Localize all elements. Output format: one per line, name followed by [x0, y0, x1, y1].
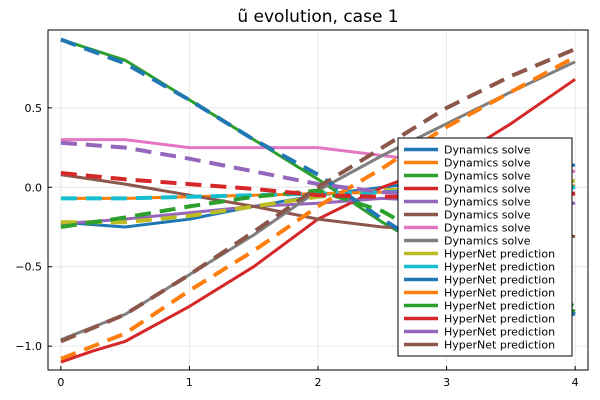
legend-label: HyperNet prediction [444, 339, 555, 352]
y-tick-label: 0.0 [25, 181, 43, 194]
y-tick-label: −0.5 [15, 261, 42, 274]
legend-label: HyperNet prediction [444, 261, 555, 274]
x-tick-label: 0 [57, 376, 64, 389]
x-tick-label: 4 [572, 376, 579, 389]
legend-label: HyperNet prediction [444, 287, 555, 300]
legend-label: Dynamics solve [444, 170, 531, 183]
hypernet-prediction-line-16 [60, 47, 576, 344]
legend-label: Dynamics solve [444, 222, 531, 235]
legend-label: Dynamics solve [444, 144, 531, 157]
axis-ticks: 0 1 2 3 4 −1.0 −0.5 0.0 0.5 [15, 102, 578, 389]
legend-label: HyperNet prediction [444, 274, 555, 287]
y-tick-label: 0.5 [25, 102, 43, 115]
chart-title: ũ evolution, case 1 [237, 7, 398, 27]
legend-label: Dynamics solve [444, 183, 531, 196]
x-tick-label: 2 [315, 376, 322, 389]
grid [48, 30, 588, 370]
x-tick-label: 1 [186, 376, 193, 389]
legend-label: HyperNet prediction [444, 313, 555, 326]
legend-label: HyperNet prediction [444, 326, 555, 339]
x-tick-label: 3 [443, 376, 450, 389]
legend-label: Dynamics solve [444, 235, 531, 248]
legend-label: Dynamics solve [444, 157, 531, 170]
legend-label: HyperNet prediction [444, 248, 555, 261]
hypernet-prediction-line-12 [60, 55, 577, 361]
y-tick-label: −1.0 [15, 340, 42, 353]
legend-label: HyperNet prediction [444, 300, 555, 313]
legend-label: Dynamics solve [444, 196, 531, 209]
legend-label: Dynamics solve [444, 209, 531, 222]
